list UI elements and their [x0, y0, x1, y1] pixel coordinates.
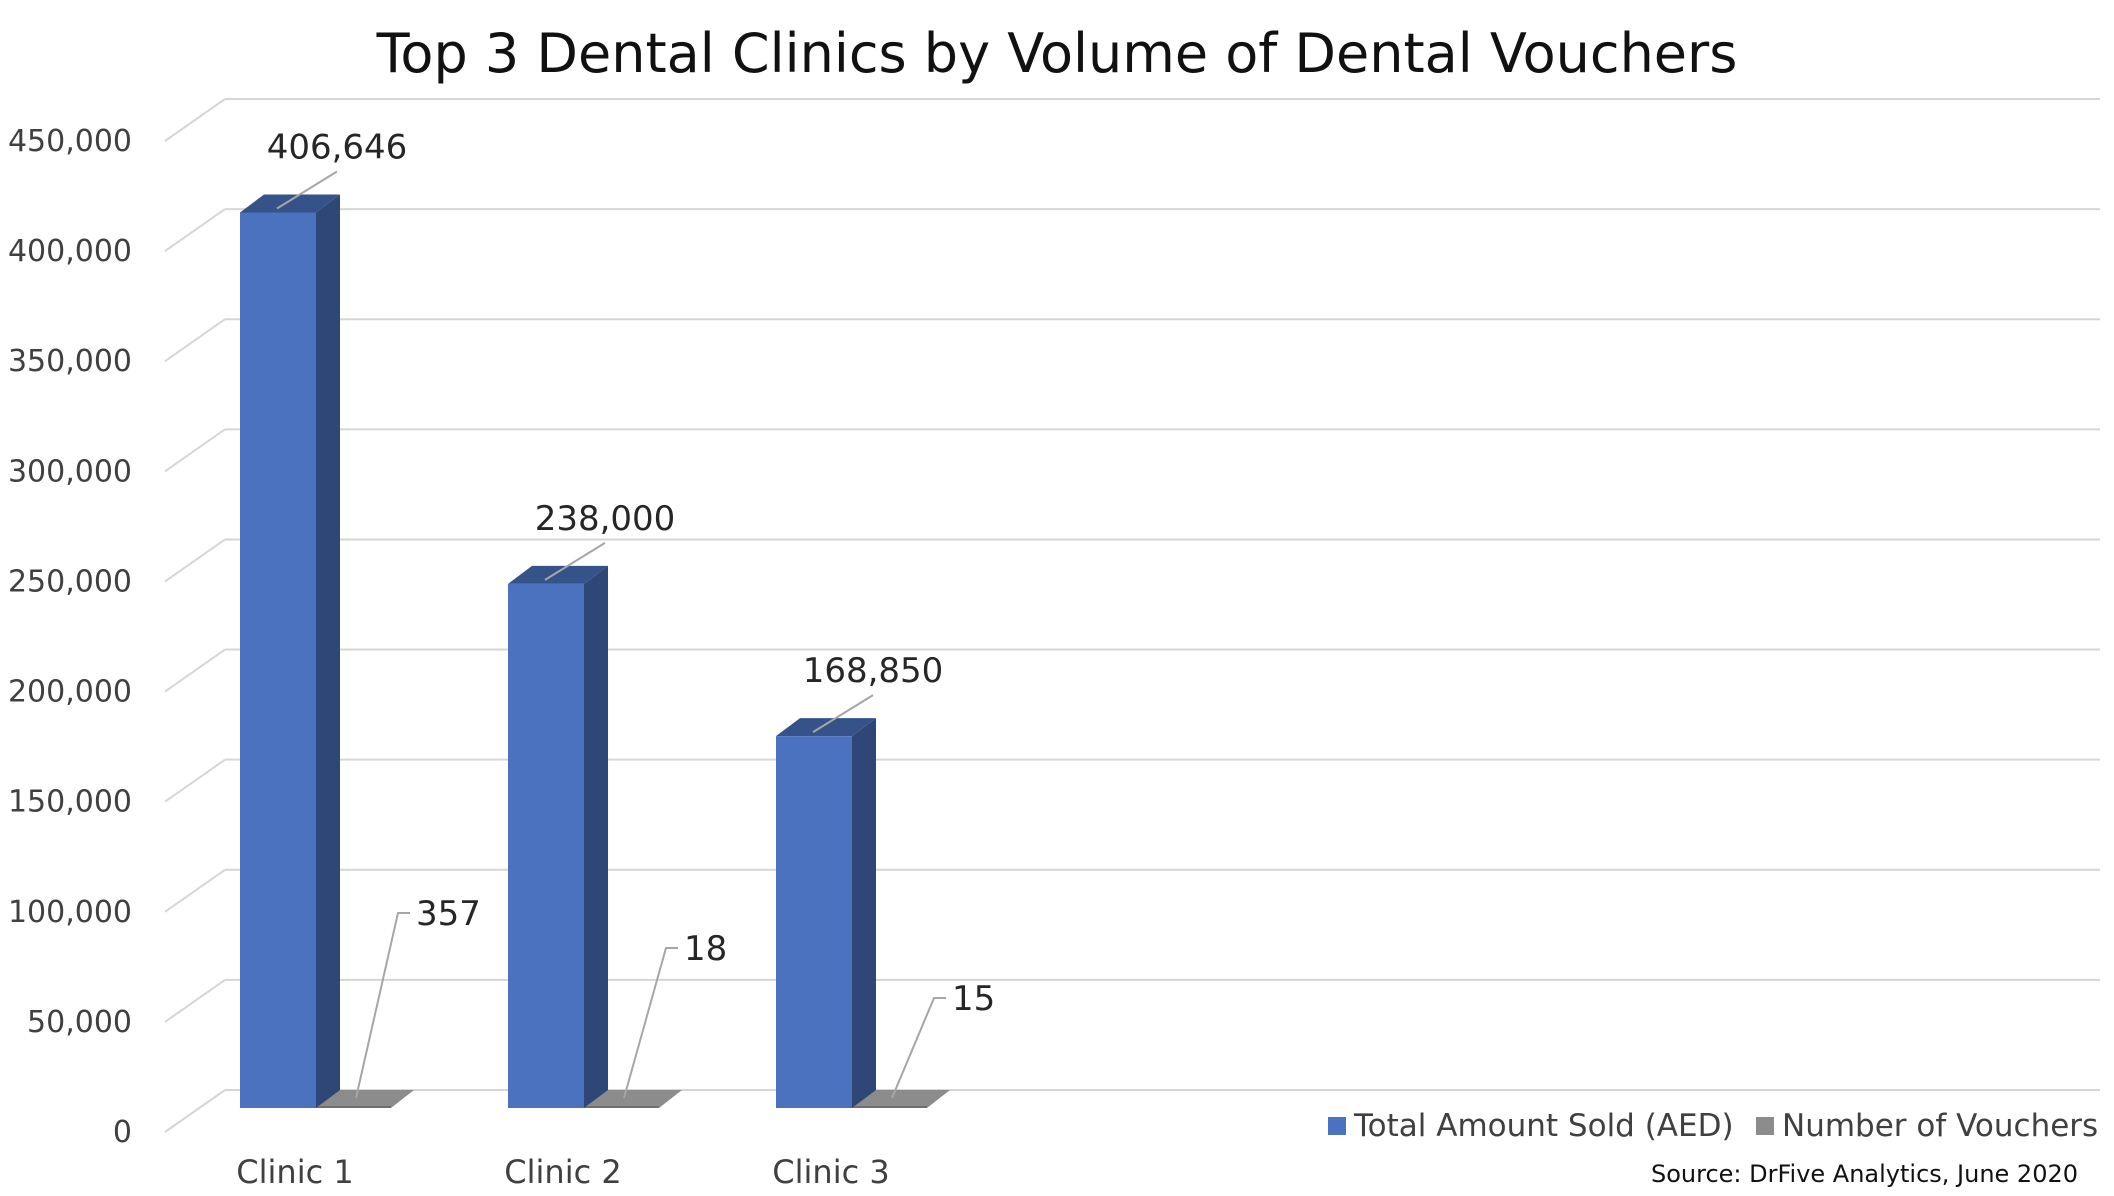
- legend-swatch: [1756, 1117, 1774, 1135]
- bar-total-amount-top: [776, 718, 876, 737]
- leader-line: [355, 912, 410, 1099]
- y-tick-label: 150,000: [8, 785, 132, 820]
- data-label-total-amount: 168,850: [803, 651, 944, 691]
- data-label-vouchers: 357: [416, 894, 481, 934]
- bar-number-of-vouchers: [584, 1090, 682, 1108]
- legend-label: Total Amount Sold (AED): [1353, 1108, 1734, 1144]
- bar-total-amount-top: [508, 565, 608, 584]
- bar-number-of-vouchers: [852, 1090, 950, 1108]
- legend-swatch: [1328, 1117, 1346, 1135]
- x-tick-label: Clinic 2: [504, 1153, 621, 1191]
- leader-line: [891, 997, 946, 1099]
- source-note: Source: DrFive Analytics, June 2020: [1650, 1160, 2078, 1188]
- data-labels: 406,646 357 Clinic 1 238,000 18 Clinic 2 168,8…: [236, 127, 995, 1191]
- y-tick-label: 400,000: [8, 234, 132, 269]
- bar-total-amount-sold: [508, 583, 584, 1108]
- chart-title: Top 3 Dental Clinics by Volume of Dental…: [376, 22, 1738, 85]
- bar-total-amount-side: [584, 565, 608, 1108]
- bar-total-amount-sold: [776, 736, 852, 1108]
- side-wall-line: [164, 868, 226, 913]
- data-label-total-amount: 406,646: [267, 127, 408, 167]
- leader-line: [623, 947, 678, 1099]
- legend-label: Number of Vouchers: [1782, 1108, 2098, 1144]
- y-tick-label: 250,000: [8, 564, 132, 599]
- bar-number-of-vouchers-front: [852, 1106, 927, 1108]
- leader-line: [544, 542, 606, 581]
- side-wall-line: [164, 1089, 226, 1133]
- y-axis: 0 50,000 100,000 150,000 200,000 250,000 300,0…: [8, 124, 132, 1150]
- data-label-vouchers: 18: [684, 929, 727, 969]
- bar-number-of-vouchers-front: [584, 1106, 659, 1108]
- legend: Total Amount Sold (AED) Number of Voucher…: [1328, 1108, 2098, 1144]
- side-wall-line: [164, 98, 226, 142]
- y-tick-label: 200,000: [8, 675, 132, 710]
- y-tick-label: 100,000: [8, 895, 132, 930]
- y-tick-label: 300,000: [8, 454, 132, 489]
- gridlines: [164, 98, 2100, 1133]
- side-wall-line: [164, 648, 226, 693]
- x-tick-label: Clinic 1: [236, 1153, 353, 1191]
- bars: [240, 194, 950, 1108]
- x-tick-label: Clinic 3: [772, 1153, 889, 1191]
- bar-total-amount-side: [852, 718, 876, 1108]
- bar-total-amount-sold: [240, 212, 316, 1108]
- side-wall-line: [164, 318, 226, 363]
- bar-total-amount-top: [240, 194, 340, 213]
- y-tick-label: 0: [113, 1115, 132, 1150]
- leader-line: [276, 170, 338, 210]
- side-wall-line: [164, 538, 226, 583]
- data-label-total-amount: 238,000: [535, 499, 676, 539]
- side-wall-line: [164, 758, 226, 803]
- y-tick-label: 450,000: [8, 124, 132, 159]
- side-wall-line: [164, 428, 226, 473]
- y-tick-label: 50,000: [27, 1005, 132, 1040]
- side-wall-line: [164, 208, 226, 252]
- bar-total-amount-side: [316, 194, 340, 1108]
- leader-line: [812, 694, 874, 734]
- data-label-vouchers: 15: [952, 979, 995, 1019]
- y-tick-label: 350,000: [8, 344, 132, 379]
- bar-number-of-vouchers: [316, 1090, 414, 1108]
- bar-number-of-vouchers-front: [316, 1106, 391, 1108]
- side-wall-line: [164, 979, 226, 1023]
